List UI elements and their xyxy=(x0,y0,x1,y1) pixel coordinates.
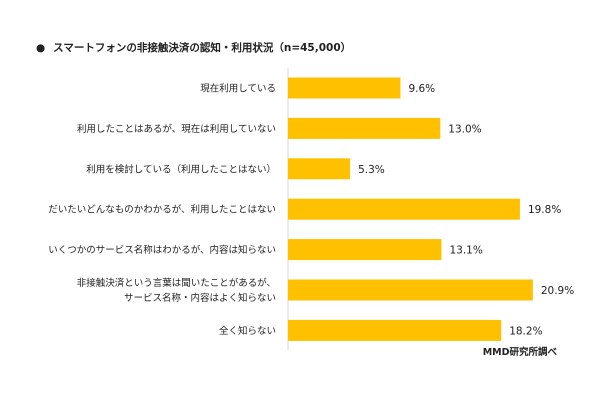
chart-title-row: ● スマートフォンの非接触決済の認知・利用状況（n=45,000） xyxy=(36,40,351,55)
category-label: だいたいどんなものかわかるが、利用したことはない xyxy=(48,204,276,216)
category-label: 現在利用している xyxy=(200,83,276,95)
category-label: 利用を検討している（利用したことはない） xyxy=(86,163,276,175)
data-label: 5.3% xyxy=(358,164,385,176)
data-label: 13.1% xyxy=(449,245,482,257)
bar xyxy=(288,77,401,99)
category-label: 利用したことはあるが、現在は利用していない xyxy=(77,123,276,135)
bar xyxy=(288,158,351,180)
title-bullet: ● xyxy=(36,42,46,54)
data-label: 20.9% xyxy=(541,285,574,297)
category-label: 非接触決済という言葉は聞いたことがあるが、 xyxy=(77,277,276,289)
bar xyxy=(288,279,533,301)
category-label: いくつかのサービス名称はわかるが、内容は知らない xyxy=(48,244,276,256)
data-label: 9.6% xyxy=(408,83,435,95)
chart-title: スマートフォンの非接触決済の認知・利用状況（n=45,000） xyxy=(53,42,352,54)
bar xyxy=(288,319,502,341)
bar xyxy=(288,198,520,220)
source-note: MMD研究所調べ xyxy=(482,347,557,358)
category-label: 全く知らない xyxy=(219,325,276,337)
data-label: 13.0% xyxy=(448,123,481,135)
bar xyxy=(288,239,442,261)
category-label: サービス名称・内容はよく知らない xyxy=(124,292,276,304)
data-label: 19.8% xyxy=(528,204,561,216)
data-label: 18.2% xyxy=(509,325,542,337)
bar xyxy=(288,117,441,139)
